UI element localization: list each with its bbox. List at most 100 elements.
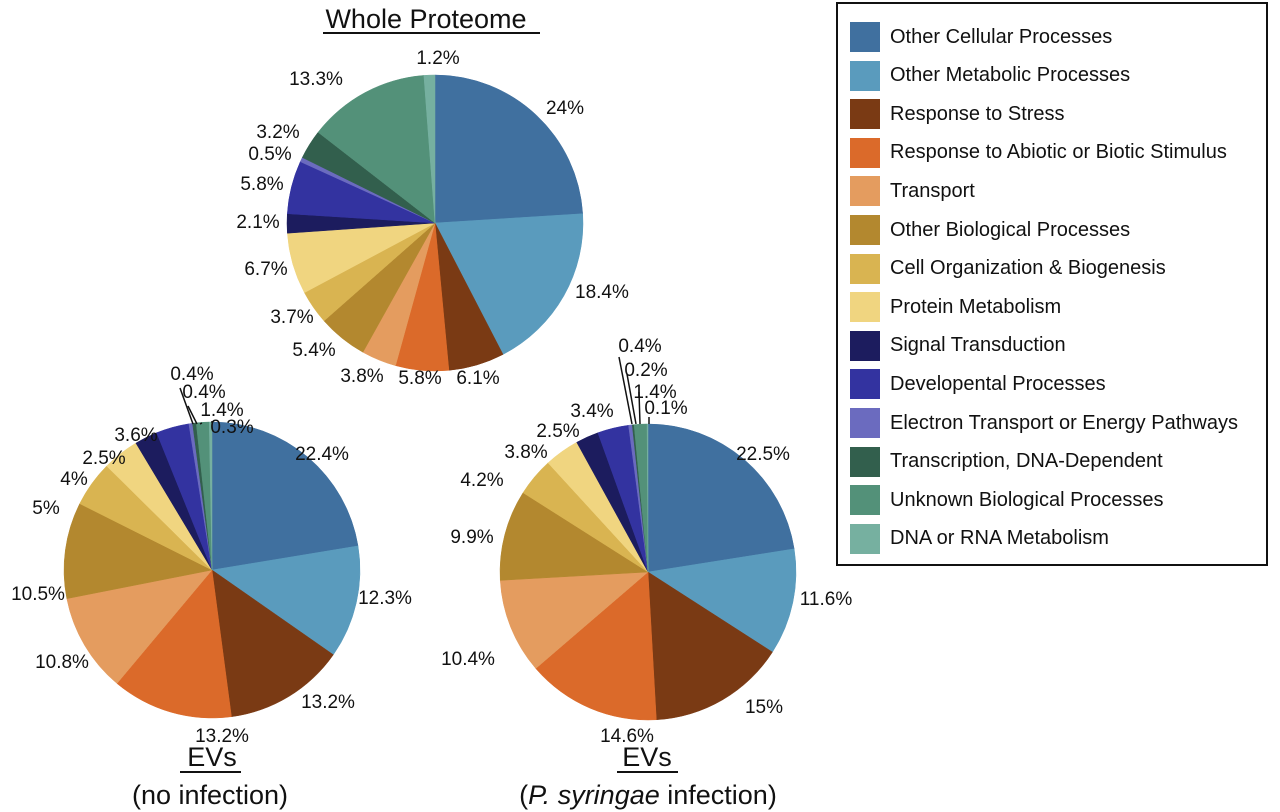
leader-line	[626, 373, 637, 425]
data-label: 0.3%	[210, 417, 253, 438]
pie-slice	[63, 503, 213, 599]
legend-item: Transport	[850, 176, 975, 207]
pie-slice	[116, 569, 232, 719]
legend-item: Other Biological Processes	[850, 215, 1130, 245]
data-label: 5.4%	[292, 340, 335, 361]
data-label: 14.6%	[600, 726, 654, 747]
pie-slice	[646, 423, 649, 573]
leader-line	[179, 387, 194, 425]
legend-swatch	[850, 523, 880, 554]
data-label: 3.6%	[114, 425, 157, 446]
pie-slice	[211, 569, 334, 717]
data-label: 12.3%	[358, 588, 412, 609]
pie-slice	[211, 421, 359, 571]
pie-slice	[317, 75, 436, 224]
data-label: 3.4%	[570, 401, 613, 422]
legend-swatch	[850, 176, 880, 207]
legend-label: Other Cellular Processes	[890, 25, 1113, 48]
legend-item: Response to Stress	[850, 99, 1065, 130]
leader-line	[638, 391, 641, 425]
legend-label: Unknown Biological Processes	[890, 488, 1164, 511]
data-label: 13.3%	[289, 69, 343, 90]
pie-slice	[535, 571, 657, 721]
data-label: 3.8%	[504, 442, 547, 463]
data-label: 0.4%	[170, 364, 213, 385]
pie-evs-no-infection: 22.4%12.3%13.2%13.2%10.8%10.5%5%4%2.5%3.…	[11, 364, 412, 747]
data-label: 9.9%	[450, 527, 493, 548]
data-label: 1.2%	[416, 48, 459, 69]
legend-swatch	[850, 253, 880, 284]
legend-label: Transcription, DNA-Dependent	[890, 450, 1163, 473]
data-label: 1.4%	[633, 382, 676, 403]
data-label: 6.7%	[244, 259, 287, 280]
legend-item: Electron Transport or Energy Pathways	[850, 408, 1238, 438]
data-label: 18.4%	[575, 282, 629, 303]
data-label: 11.6%	[800, 589, 853, 610]
data-label: 5.8%	[240, 174, 283, 195]
legend-item: Developental Processes	[850, 369, 1106, 400]
legend-label: DNA or RNA Metabolism	[890, 527, 1109, 550]
legend-item: DNA or RNA Metabolism	[850, 523, 1109, 554]
legend-swatch	[850, 22, 880, 52]
legend: Other Cellular Processes Other Metabolic …	[836, 2, 1268, 566]
legend-item: Protein Metabolism	[850, 292, 1062, 323]
subtitle-evs-no-infection: (no infection)	[132, 780, 288, 810]
legend-label: Protein Metabolism	[890, 295, 1062, 318]
data-label: 4.2%	[460, 470, 503, 491]
legend-label: Cell Organization & Biogenesis	[890, 257, 1166, 280]
data-label: 0.4%	[618, 336, 661, 357]
legend-swatch	[850, 292, 880, 323]
legend-swatch	[850, 60, 880, 91]
legend-swatch	[850, 446, 880, 477]
title-evs-no-infection: EVs	[187, 742, 237, 772]
legend-item: Response to Abiotic or Biotic Stimulus	[850, 137, 1227, 168]
legend-item: Transcription, DNA-Dependent	[850, 446, 1163, 477]
data-label: 0.2%	[624, 360, 667, 381]
data-label: 5.8%	[398, 368, 441, 389]
legend-label: Developental Processes	[890, 372, 1106, 395]
legend-item: Other Cellular Processes	[850, 22, 1112, 52]
pie-slice	[647, 571, 773, 721]
legend-item: Unknown Biological Processes	[850, 485, 1164, 516]
pie-slice	[66, 569, 213, 684]
data-label: 6.1%	[456, 368, 499, 389]
pie-whole-proteome: 24% 18.4% 6.1% 5.8% 3.8%5.4% 3.7% 6.7% 2.1% 5.8%…	[236, 48, 629, 389]
pie-slice	[211, 545, 361, 656]
data-label: 4%	[60, 469, 88, 490]
pie-slice	[434, 213, 584, 355]
subtitle-italic-species: P. syringae	[528, 780, 660, 810]
data-label: 5%	[32, 498, 60, 519]
legend-item: Cell Organization & Biogenesis	[850, 253, 1166, 284]
pie-slice	[423, 74, 436, 224]
legend-label: Transport	[890, 179, 975, 202]
pie-slice	[647, 548, 797, 653]
legend-swatch	[850, 485, 880, 516]
legend-swatch	[850, 330, 880, 361]
title-whole-proteome: Whole Proteome	[325, 4, 526, 34]
legend-swatch	[850, 408, 880, 438]
legend-label: Response to Abiotic or Biotic Stimulus	[890, 141, 1227, 164]
legend-label: Signal Transduction	[890, 334, 1066, 357]
data-label: 0.1%	[644, 398, 687, 419]
leader-line	[618, 356, 633, 425]
data-label: 24%	[546, 98, 584, 119]
data-label: 22.4%	[295, 444, 349, 465]
data-label: 3.2%	[256, 122, 299, 143]
data-label: 2.1%	[236, 212, 279, 233]
data-label: 10.8%	[35, 652, 89, 673]
legend-label: Other Biological Processes	[890, 218, 1131, 241]
data-label: 0.4%	[182, 382, 225, 403]
pie-slice	[499, 492, 649, 581]
legend-swatch	[850, 369, 880, 400]
legend-swatch	[850, 99, 880, 130]
title-evs-p-syringae: EVs	[622, 742, 672, 772]
data-label: 10.4%	[441, 649, 495, 670]
data-label: 10.5%	[11, 584, 65, 605]
legend-item: Signal Transduction	[850, 330, 1066, 361]
data-label: 2.5%	[82, 448, 125, 469]
data-label: 15%	[745, 697, 783, 718]
pie-evs-p-syringae: 22.5% 11.6% 15% 14.6% 10.4% 9.9% 4.2%3.8%2.5%3…	[441, 336, 852, 747]
data-label: 13.2%	[195, 726, 249, 747]
legend-item: Other Metabolic Processes	[850, 60, 1130, 91]
